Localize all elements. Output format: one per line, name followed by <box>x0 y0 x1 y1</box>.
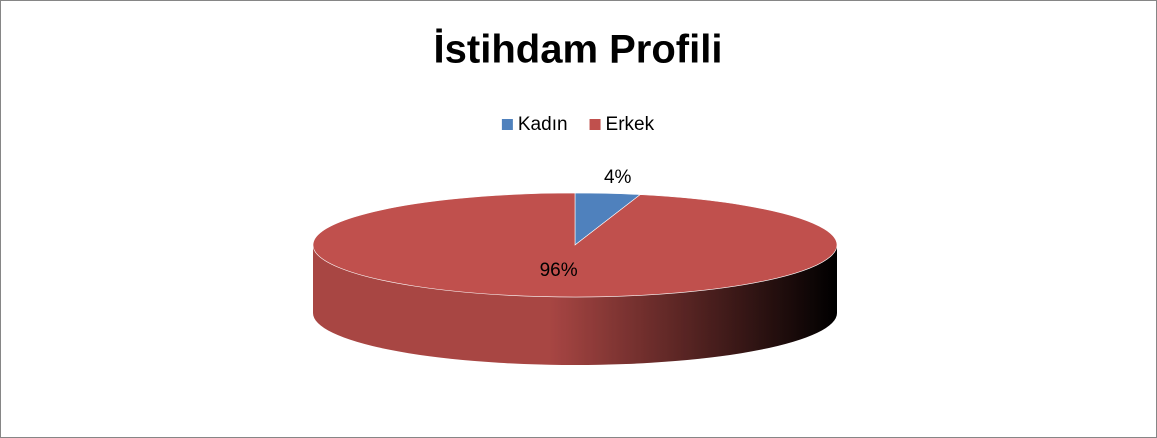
legend-swatch <box>589 119 601 130</box>
pie-side <box>313 245 837 365</box>
legend-label: Erkek <box>606 114 655 135</box>
chart-title: İstihdam Profili <box>434 28 723 72</box>
legend-swatch <box>501 119 513 130</box>
pie-slice <box>312 192 838 298</box>
legend-label: Kadın <box>518 114 568 135</box>
data-label: 96% <box>540 260 578 281</box>
data-label: 4% <box>604 167 632 188</box>
legend: Kadın Erkek <box>501 114 655 135</box>
pie-side-shade <box>313 245 837 365</box>
